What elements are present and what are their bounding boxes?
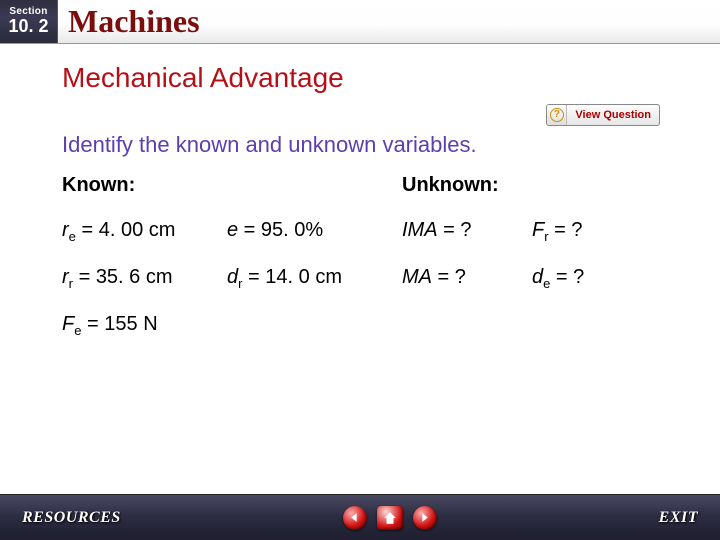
section-number: 10. 2 [8,16,48,37]
known-header: Known: [62,174,402,197]
chapter-title: Machines [58,0,720,43]
resources-button[interactable]: RESOURCES [22,509,121,527]
nav-home-button[interactable] [377,506,403,530]
view-question-label: View Question [567,109,659,121]
known-e: e = 95. 0% [227,219,402,244]
unknown-ma: MA = ? [402,266,532,291]
footer: RESOURCES EXIT [0,494,720,540]
header: Section 10. 2 Machines [0,0,720,44]
triangle-right-icon [419,512,430,523]
triangle-left-icon [349,512,360,523]
section-box: Section 10. 2 [0,0,58,43]
slide: Section 10. 2 Machines Mechanical Advant… [0,0,720,540]
content: Mechanical Advantage ? View Question Ide… [0,44,720,494]
view-question-row: ? View Question [62,104,660,126]
known-r-e: re = 4. 00 cm [62,219,227,244]
unknown-d-e: de = ? [532,266,642,291]
nav-prev-button[interactable] [343,506,367,530]
subtitle: Identify the known and unknown variables… [62,132,660,158]
known-d-r: dr = 14. 0 cm [227,266,402,291]
home-icon [383,511,397,525]
unknown-f-r: Fr = ? [532,219,642,244]
nav-next-button[interactable] [413,506,437,530]
known-r-r: rr = 35. 6 cm [62,266,227,291]
unknown-ima: IMA = ? [402,219,532,244]
unknown-header: Unknown: [402,174,642,197]
topic-title: Mechanical Advantage [62,62,660,94]
variables-grid: Known: Unknown: re = 4. 00 cm e = 95. 0%… [62,174,660,338]
view-question-button[interactable]: ? View Question [546,104,660,126]
question-icon: ? [547,105,567,125]
exit-button[interactable]: EXIT [659,509,698,527]
known-f-e: Fe = 155 N [62,313,402,338]
